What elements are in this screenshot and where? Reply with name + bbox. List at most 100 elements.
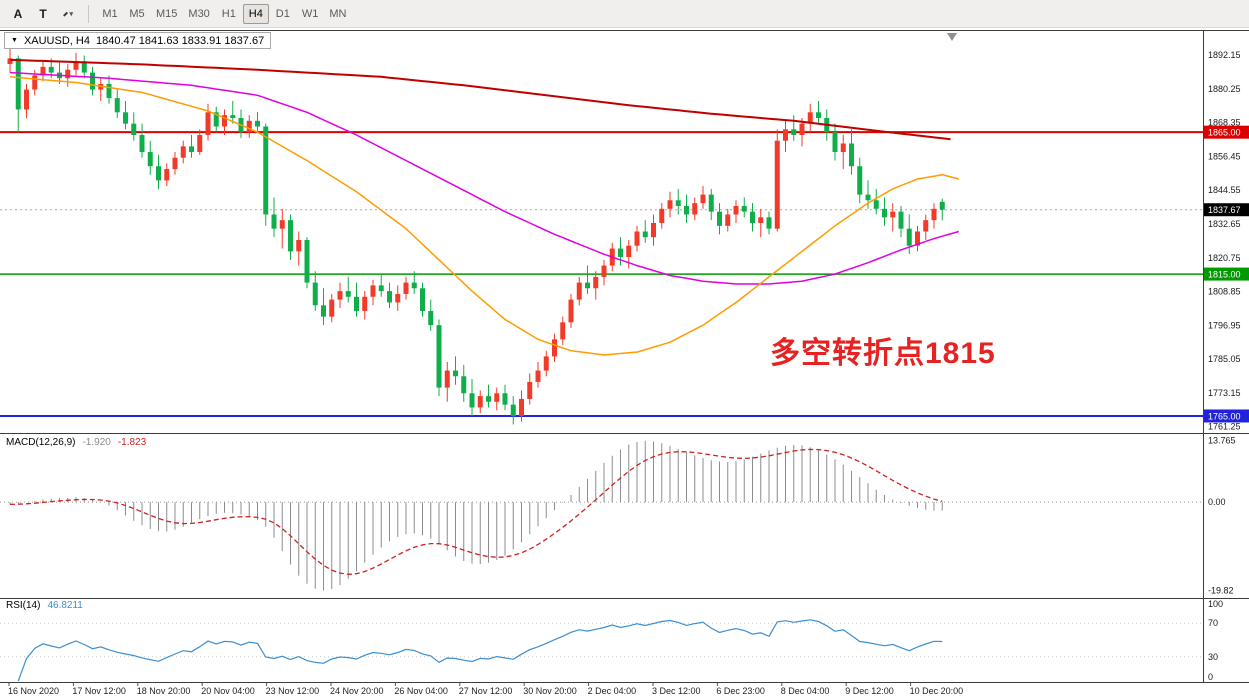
svg-text:13.765: 13.765 bbox=[1208, 436, 1236, 446]
timeframe-button-m30[interactable]: M30 bbox=[183, 4, 214, 24]
candle-body bbox=[139, 135, 145, 153]
candle-body bbox=[131, 123, 137, 136]
candle-body bbox=[354, 296, 359, 311]
candle-body bbox=[717, 211, 722, 226]
svg-text:30 Nov 20:00: 30 Nov 20:00 bbox=[523, 686, 577, 696]
macd-histogram bbox=[9, 440, 943, 591]
candle-body bbox=[345, 291, 351, 297]
candle-body bbox=[552, 339, 557, 357]
rsi-indicator-label: RSI(14) 46.8211 bbox=[6, 600, 83, 611]
candle-body bbox=[114, 98, 120, 113]
candle-body bbox=[708, 194, 714, 212]
svg-text:1856.45: 1856.45 bbox=[1208, 151, 1241, 161]
candle-body bbox=[783, 129, 788, 141]
candle-body bbox=[411, 282, 417, 289]
pencil-icon bbox=[63, 10, 69, 17]
candle-body bbox=[222, 115, 227, 127]
timeframe-button-d1[interactable]: D1 bbox=[270, 4, 296, 24]
svg-text:17 Nov 12:00: 17 Nov 12:00 bbox=[72, 686, 126, 696]
svg-text:1868.35: 1868.35 bbox=[1208, 118, 1241, 128]
candle-body bbox=[568, 299, 574, 323]
candle-body bbox=[807, 112, 813, 124]
collapse-arrow-icon[interactable]: ▼ bbox=[11, 37, 18, 44]
chevron-down-icon: ▾ bbox=[69, 10, 73, 18]
candle-body bbox=[106, 83, 112, 99]
svg-text:16 Nov 2020: 16 Nov 2020 bbox=[8, 686, 59, 696]
candle-body bbox=[147, 152, 153, 167]
candle-body bbox=[48, 66, 54, 73]
timeframe-button-m5[interactable]: M5 bbox=[124, 4, 150, 24]
timeframe-button-m15[interactable]: M15 bbox=[151, 4, 182, 24]
candle-body bbox=[387, 291, 392, 303]
timeframe-button-w1[interactable]: W1 bbox=[297, 4, 324, 24]
candle-body bbox=[560, 322, 566, 340]
chart-annotation[interactable]: 多空转折点1815 bbox=[770, 337, 996, 370]
candle-body bbox=[750, 211, 755, 223]
draw-tool-button[interactable]: ▾ bbox=[56, 3, 80, 25]
svg-text:18 Nov 20:00: 18 Nov 20:00 bbox=[137, 686, 191, 696]
candle-body bbox=[304, 240, 310, 283]
rsi-name: RSI(14) bbox=[6, 600, 41, 611]
candle-body bbox=[246, 120, 252, 133]
ma-magenta-line bbox=[9, 71, 959, 285]
candle-body bbox=[403, 282, 409, 294]
candle-body bbox=[510, 404, 516, 416]
svg-text:1837.67: 1837.67 bbox=[1208, 205, 1241, 215]
candle-body bbox=[882, 208, 887, 218]
timeframe-button-h4[interactable]: H4 bbox=[242, 3, 269, 24]
timeframe-button-h1[interactable]: H1 bbox=[216, 4, 242, 24]
chart-canvas[interactable]: 1892.15 1880.25 1868.35 1856.45 1844.55 1832.… bbox=[0, 28, 1249, 699]
candle-body bbox=[370, 285, 376, 297]
candle-body bbox=[791, 129, 797, 136]
candle-body bbox=[651, 222, 656, 238]
candle-body bbox=[519, 398, 524, 416]
candle-body bbox=[543, 356, 549, 371]
svg-text:27 Nov 12:00: 27 Nov 12:00 bbox=[459, 686, 513, 696]
timeframe-button-m1[interactable]: M1 bbox=[97, 4, 123, 24]
candles bbox=[7, 47, 945, 425]
candle-body bbox=[428, 310, 434, 326]
candle-body bbox=[593, 276, 599, 289]
candle-body bbox=[906, 228, 912, 246]
candle-body bbox=[65, 69, 71, 79]
candle-body bbox=[32, 75, 38, 90]
timeframe-button-mn[interactable]: MN bbox=[324, 4, 351, 24]
svg-text:1773.15: 1773.15 bbox=[1208, 388, 1241, 398]
candle-body bbox=[766, 217, 772, 229]
candle-body bbox=[279, 220, 285, 229]
ohlc-values: 1840.47 1841.63 1833.91 1837.67 bbox=[95, 34, 265, 47]
svg-text:-19.82: -19.82 bbox=[1208, 586, 1234, 596]
candle-body bbox=[312, 282, 318, 306]
svg-text:9 Dec 12:00: 9 Dec 12:00 bbox=[845, 686, 894, 696]
svg-text:26 Nov 04:00: 26 Nov 04:00 bbox=[394, 686, 448, 696]
candle-body bbox=[486, 396, 491, 402]
candle-body bbox=[684, 205, 689, 215]
svg-text:1796.95: 1796.95 bbox=[1208, 320, 1241, 330]
price-axis[interactable]: 1892.15 1880.25 1868.35 1856.45 1844.55 1832.… bbox=[1208, 50, 1241, 682]
candle-body bbox=[197, 135, 203, 153]
text-tool-button[interactable]: T bbox=[31, 3, 55, 25]
price-badge-1815.00 bbox=[1204, 267, 1249, 281]
candle-body bbox=[7, 58, 13, 65]
svg-text:1820.75: 1820.75 bbox=[1208, 253, 1241, 263]
chart-shift-marker[interactable] bbox=[947, 33, 957, 41]
svg-text:1832.65: 1832.65 bbox=[1208, 219, 1241, 229]
price-badges: 1865.00 1815.00 1765.00 1837.67 bbox=[1204, 125, 1249, 423]
pointer-tool-button[interactable]: A bbox=[6, 3, 30, 25]
macd-signal-value: -1.823 bbox=[117, 437, 147, 448]
candle-body bbox=[156, 166, 161, 181]
candle-body bbox=[774, 140, 780, 229]
candle-body bbox=[164, 169, 170, 181]
time-axis[interactable]: 16 Nov 2020 17 Nov 12:00 18 Nov 20:00 20 No… bbox=[8, 683, 963, 696]
symbol-period-label: XAUUSD, H4 bbox=[23, 34, 90, 47]
svg-text:1880.25: 1880.25 bbox=[1208, 84, 1241, 94]
candle-body bbox=[436, 325, 442, 388]
candle-body bbox=[205, 112, 211, 136]
candle-body bbox=[890, 211, 896, 218]
svg-text:70: 70 bbox=[1208, 618, 1218, 628]
candle-body bbox=[362, 296, 368, 311]
macd-name: MACD(12,26,9) bbox=[6, 437, 76, 448]
candle-body bbox=[288, 220, 293, 252]
candle-body bbox=[585, 282, 590, 289]
candle-body bbox=[527, 381, 533, 399]
